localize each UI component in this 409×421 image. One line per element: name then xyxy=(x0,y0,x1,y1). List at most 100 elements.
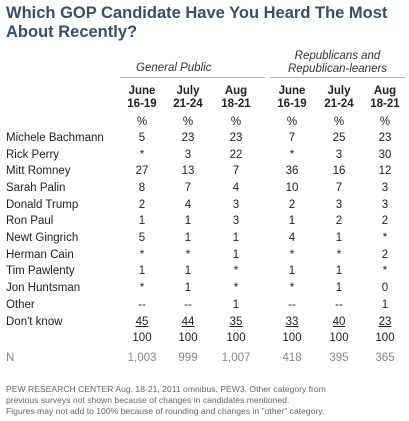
cell-value: 23 xyxy=(229,132,243,144)
table-cell: 4 xyxy=(162,197,214,213)
table-cell: 3 xyxy=(210,197,262,213)
table-cell: * xyxy=(162,247,214,263)
table-cell: 100 xyxy=(162,330,214,346)
table-row: Rick Perry * 3 22 * 3 30 xyxy=(0,147,409,163)
cell-value: 1 xyxy=(335,282,343,294)
cell-value: 0 xyxy=(381,282,389,294)
cell-value: 100 xyxy=(375,332,395,344)
cell-value: * xyxy=(185,249,191,261)
table-cell: % xyxy=(313,114,365,130)
cell-value: 4 xyxy=(232,182,240,194)
group-republicans-line-2: Republican-leaners xyxy=(287,63,388,75)
cell-value: 100 xyxy=(226,332,246,344)
table-cell: 1 xyxy=(116,213,168,229)
table-row: Donald Trump 2 4 3 2 3 3 xyxy=(0,197,409,213)
cell-value: 1 xyxy=(138,215,146,227)
table-cell: 1 xyxy=(313,280,365,296)
cell-value: 3 xyxy=(335,199,343,211)
cell-value: 1 xyxy=(335,265,343,277)
column-header-1: July 21-24 xyxy=(162,85,214,111)
table-cell: * xyxy=(210,263,262,279)
table-cell: * xyxy=(359,230,409,246)
cell-value: 27 xyxy=(135,165,149,177)
cell-value: 1 xyxy=(232,249,240,261)
cell-value: 7 xyxy=(184,182,192,194)
cell-value: 2 xyxy=(381,215,389,227)
table-cell: 7 xyxy=(210,163,262,179)
cell-value: 1 xyxy=(232,232,240,244)
cell-value: 1 xyxy=(184,282,192,294)
table-cell: 2 xyxy=(359,247,409,263)
cell-value: 30 xyxy=(378,149,392,161)
table-cell: 12 xyxy=(359,163,409,179)
cell-value: % xyxy=(286,116,298,128)
cell-value: 100 xyxy=(282,332,302,344)
table-row: Michele Bachmann 5 23 23 7 25 23 xyxy=(0,130,409,146)
column-header-0: June 16-19 xyxy=(116,85,168,111)
table-cell: * xyxy=(266,147,318,163)
cell-value: 1 xyxy=(184,232,192,244)
table-cell: 1 xyxy=(266,263,318,279)
table-cell: 4 xyxy=(210,180,262,196)
cell-value: * xyxy=(233,282,239,294)
table-cell: 1 xyxy=(162,263,214,279)
cell-value: 8 xyxy=(138,182,146,194)
cell-value: 7 xyxy=(335,182,343,194)
table-cell: 33 xyxy=(266,314,318,330)
cell-value: 1,003 xyxy=(127,352,157,364)
table-cell: % xyxy=(116,114,168,130)
table-cell: 23 xyxy=(359,130,409,146)
table-cell: * xyxy=(116,247,168,263)
cell-value: 2 xyxy=(138,199,146,211)
cell-value: 5 xyxy=(138,232,146,244)
cell-value: % xyxy=(182,116,194,128)
cell-value: 395 xyxy=(329,352,349,364)
table-cell: * xyxy=(313,247,365,263)
table-cell: 100 xyxy=(266,330,318,346)
row-label: Michele Bachmann xyxy=(6,132,104,144)
table-cell: 25 xyxy=(313,130,365,146)
column-header-dates: 16-19 xyxy=(277,98,307,110)
cell-value: 23 xyxy=(378,316,392,328)
table-cell: 44 xyxy=(162,314,214,330)
table-cell: 999 xyxy=(162,350,214,366)
footer-line-2: previous surveys not shown because of ch… xyxy=(6,395,290,405)
column-header-3: June 16-19 xyxy=(266,85,318,111)
cell-value: * xyxy=(289,282,295,294)
cell-value: 40 xyxy=(332,316,346,328)
table-row: Tim Pawlenty 1 1 * 1 1 * xyxy=(0,263,409,279)
cell-value: 1 xyxy=(381,299,389,311)
cell-value: 3 xyxy=(335,149,343,161)
table-cell: 40 xyxy=(313,314,365,330)
table-cell: 418 xyxy=(266,350,318,366)
cell-value: -- xyxy=(184,299,192,311)
cell-value: * xyxy=(233,265,239,277)
cell-value: * xyxy=(382,265,388,277)
cell-value: 1 xyxy=(184,265,192,277)
table-cell: 7 xyxy=(162,180,214,196)
cell-value: 1 xyxy=(288,215,296,227)
table-cell: * xyxy=(116,147,168,163)
cell-value: 2 xyxy=(288,199,296,211)
cell-value: 35 xyxy=(229,316,243,328)
table-cell: 27 xyxy=(116,163,168,179)
row-label: Mitt Romney xyxy=(6,165,71,177)
cell-value: 3 xyxy=(184,149,192,161)
footer-line-1: PEW RESEARCH CENTER Aug. 18-21, 2011 omn… xyxy=(6,384,326,394)
table-cell: 3 xyxy=(210,213,262,229)
table-cell: % xyxy=(359,114,409,130)
table-row: 100 100 100 100 100 100 xyxy=(0,330,409,346)
table-cell: 7 xyxy=(266,130,318,146)
table-cell: 1 xyxy=(313,230,365,246)
cell-value: 23 xyxy=(378,132,392,144)
table-cell: 1 xyxy=(162,230,214,246)
cell-value: 33 xyxy=(285,316,299,328)
cell-value: % xyxy=(379,116,391,128)
row-label: Tim Pawlenty xyxy=(6,265,75,277)
cell-value: 23 xyxy=(181,132,195,144)
table-cell: * xyxy=(359,263,409,279)
table-cell: 8 xyxy=(116,180,168,196)
group-republicans: Republicans and Republican-leaners xyxy=(270,50,405,76)
table-cell: 2 xyxy=(359,213,409,229)
footer-note: PEW RESEARCH CENTER Aug. 18-21, 2011 omn… xyxy=(6,384,406,417)
